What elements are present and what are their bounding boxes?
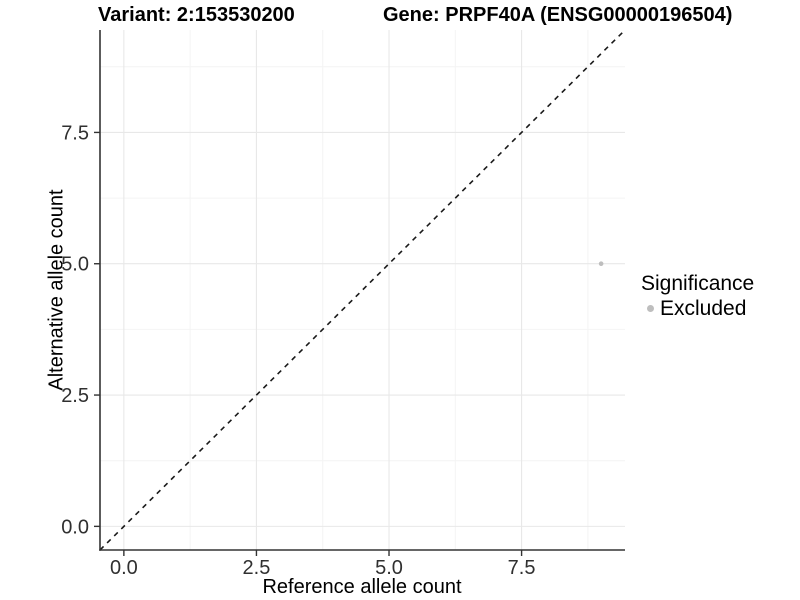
plot-title-variant: Variant: 2:153530200 — [98, 4, 295, 26]
legend-title: Significance — [641, 272, 755, 295]
y-axis-title: Alternative allele count — [45, 189, 68, 391]
data-point — [598, 261, 604, 267]
y-tick-label: 0.0 — [61, 516, 89, 538]
x-axis-title: Reference allele count — [262, 576, 462, 598]
legend: Significance Excluded — [641, 271, 754, 321]
y-tick-label: 2.5 — [61, 385, 89, 407]
x-tick-label: 2.5 — [243, 557, 271, 579]
y-tick-label: 7.5 — [61, 122, 89, 144]
identity-reference-line — [99, 29, 626, 551]
legend-item-excluded: Excluded — [641, 296, 754, 321]
x-tick-label: 0.0 — [110, 557, 138, 579]
legend-point-icon — [647, 305, 654, 312]
x-tick-label: 5.0 — [375, 557, 403, 579]
x-tick-label: 7.5 — [508, 557, 536, 579]
plot-title-gene: Gene: PRPF40A (ENSG00000196504) — [383, 4, 733, 26]
legend-item-label: Excluded — [660, 297, 747, 320]
y-tick-label: 5.0 — [61, 254, 89, 276]
